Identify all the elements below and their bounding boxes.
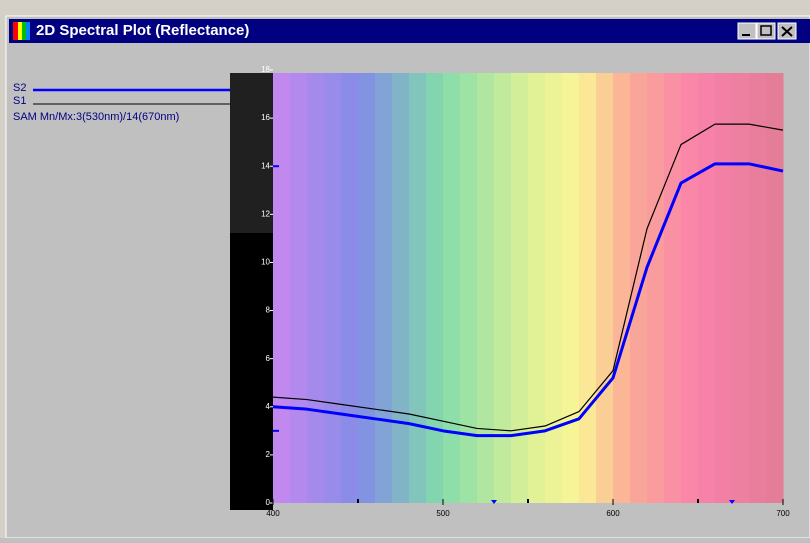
y-tick-label: 2 — [266, 450, 271, 459]
spectrum-band — [443, 73, 461, 503]
spectrum-band — [545, 73, 563, 503]
spectrum-band — [630, 73, 648, 503]
spectrum-band — [562, 73, 580, 503]
maximize-button[interactable] — [756, 22, 776, 40]
y-tick-label: 12 — [261, 209, 270, 218]
spectrum-band — [341, 73, 359, 503]
spectrum-band — [528, 73, 546, 503]
spectrum-band — [426, 73, 444, 503]
spectrum-band — [766, 73, 784, 503]
window-title: 2D Spectral Plot (Reflectance) — [36, 22, 249, 39]
spectrum-band — [511, 73, 529, 503]
y-tick-label: 8 — [266, 306, 271, 315]
spectrum-band — [681, 73, 699, 503]
spectrum-band — [392, 73, 410, 503]
close-button[interactable] — [777, 22, 797, 40]
axis-panel-top — [230, 73, 273, 233]
spectrum-band — [358, 73, 376, 503]
spectrum-band — [324, 73, 342, 503]
minimize-button[interactable] — [737, 22, 757, 40]
spectrum-band — [477, 73, 495, 503]
legend-label: S1 — [13, 95, 26, 107]
spectrum-band — [749, 73, 767, 503]
spectrum-band — [715, 73, 733, 503]
app-icon — [13, 22, 30, 40]
legend-label: S2 — [13, 82, 26, 94]
spectrum-band — [494, 73, 512, 503]
series-line — [272, 162, 784, 438]
spectrum-band — [273, 73, 291, 503]
y-tick-label: 14 — [261, 161, 270, 170]
spectrum-band — [613, 73, 631, 503]
y-tick-label: 0 — [266, 498, 271, 507]
x-tick-label: 400 — [266, 509, 280, 518]
y-tick-label: 6 — [266, 354, 271, 363]
spectrum-band — [375, 73, 393, 503]
x-tick-label: 500 — [436, 509, 450, 518]
annotation: SAM Mn/Mx:3(530nm)/14(670nm) — [13, 111, 179, 123]
x-tick-label: 600 — [606, 509, 620, 518]
spectrum-band — [732, 73, 750, 503]
series-line — [272, 123, 784, 432]
y-tick-label: 18 — [261, 65, 270, 74]
spectrum-band — [664, 73, 682, 503]
spectrum-band — [596, 73, 614, 503]
spectrum-band — [460, 73, 478, 503]
x-tick-label: 700 — [776, 509, 790, 518]
min-max-marker — [729, 500, 735, 504]
min-max-marker — [491, 500, 497, 504]
spectrum-band — [290, 73, 308, 503]
spectrum-band — [579, 73, 597, 503]
spectrum-background — [273, 73, 784, 503]
spectrum-band — [698, 73, 716, 503]
spectrum-band — [307, 73, 325, 503]
y-tick-label: 4 — [266, 402, 271, 411]
spectrum-band — [647, 73, 665, 503]
y-tick-label: 10 — [261, 258, 270, 267]
spectrum-band — [409, 73, 427, 503]
y-tick-label: 16 — [261, 113, 270, 122]
title-bar — [9, 19, 810, 43]
